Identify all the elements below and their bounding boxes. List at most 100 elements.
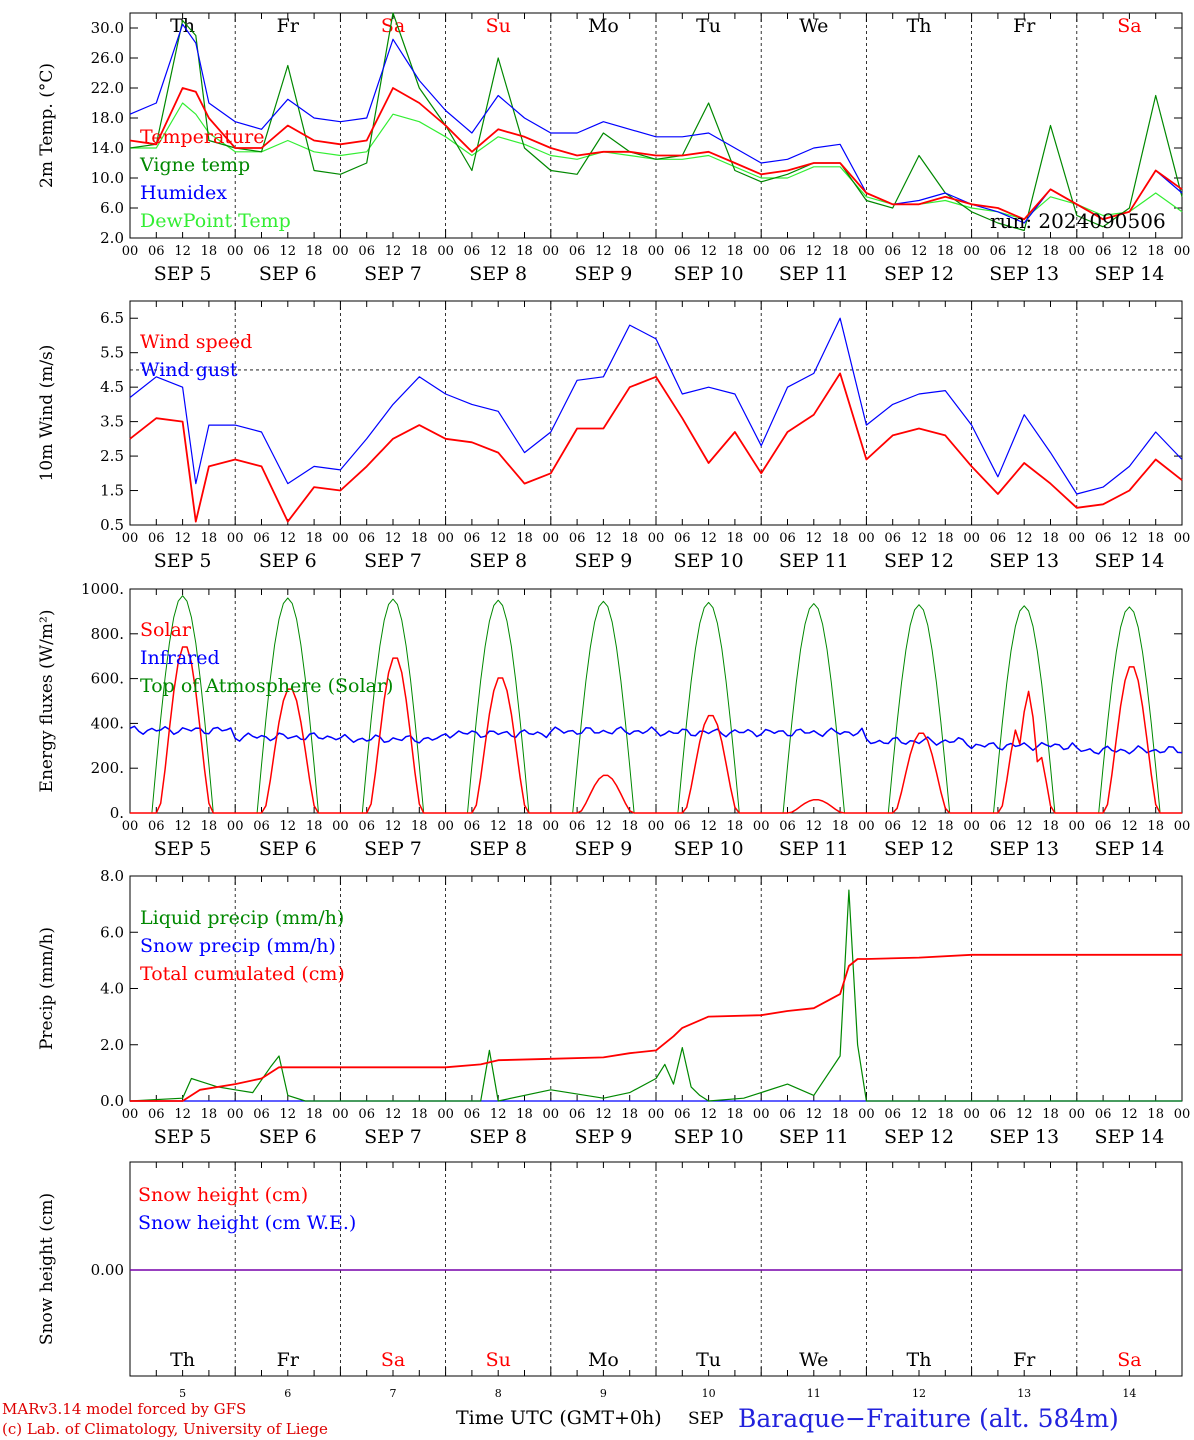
hour-tick-label: 12 — [174, 531, 191, 546]
hour-tick-label: 12 — [595, 1107, 612, 1122]
hour-tick-label: 00 — [1069, 244, 1086, 259]
series-line-infrared — [129, 725, 1183, 755]
hour-tick-label: 06 — [148, 244, 165, 259]
weekday-label: Su — [486, 15, 511, 37]
time-axis-label: Time UTC (GMT+0h) — [456, 1407, 662, 1429]
hour-tick-label: 00 — [963, 244, 980, 259]
hour-tick-label: 18 — [1042, 1107, 1059, 1122]
hour-tick-label: 12 — [806, 819, 823, 834]
weekday-label: Th — [170, 1349, 195, 1371]
hour-tick-label: 00 — [648, 1107, 665, 1122]
date-tick-label: SEP 9 — [574, 838, 632, 860]
hour-tick-label: 00 — [1174, 819, 1191, 834]
y-axis-label: 2m Temp. (°C) — [37, 63, 57, 188]
hour-tick-label: 06 — [569, 1107, 586, 1122]
weekday-label: Mo — [588, 15, 619, 37]
weekday-label: Th — [907, 1349, 932, 1371]
snow-height-panel: Th Fr Sa Su Mo Tu We Th Fr Sa 0.00 Snow height (cm)… — [37, 1161, 1183, 1400]
hour-tick-label: 12 — [1121, 244, 1138, 259]
weekday-label: Su — [486, 1349, 511, 1371]
temperature-panel: 00 06 12 18 00 06 12 18 00 06 12 18 00 06 12 18 00 06 12 18… — [37, 12, 1191, 285]
date-tick-label: SEP 6 — [259, 263, 317, 285]
date-tick-label: SEP 11 — [779, 1126, 849, 1148]
date-tick-label: SEP 12 — [884, 1126, 954, 1148]
hour-tick-label: 18 — [832, 819, 849, 834]
y-tick-label: 0.00 — [91, 1261, 124, 1279]
y-tick-label: 200. — [91, 759, 124, 777]
hour-tick-label: 12 — [595, 819, 612, 834]
y-tick-label: 2.5 — [100, 447, 124, 465]
hour-tick-label: 18 — [727, 819, 744, 834]
hour-tick-label: 00 — [543, 819, 560, 834]
legend-entry: Snow height (cm W.E.) — [138, 1212, 356, 1234]
hour-tick-label: 00 — [122, 1107, 139, 1122]
series-line-gust — [129, 317, 1183, 495]
weekday-label: Tu — [696, 1349, 721, 1371]
y-tick-label: 5.5 — [100, 344, 124, 362]
hour-tick-label: 18 — [411, 819, 428, 834]
hour-tick-label: 00 — [122, 819, 139, 834]
hour-tick-label: 06 — [464, 1107, 481, 1122]
date-tick-label: SEP 8 — [469, 550, 527, 572]
y-tick-label: 400. — [91, 714, 124, 732]
hour-tick-label: 12 — [911, 819, 928, 834]
hour-tick-label: 06 — [253, 244, 270, 259]
hour-tick-label: 00 — [227, 819, 244, 834]
hour-tick-label: 12 — [700, 1107, 717, 1122]
weekday-label: Fr — [277, 1349, 300, 1371]
hour-tick-label: 18 — [201, 531, 218, 546]
date-tick-label: SEP 5 — [154, 550, 212, 572]
weekday-label: We — [799, 15, 828, 37]
hour-tick-label: 06 — [884, 1107, 901, 1122]
hour-tick-label: 00 — [963, 531, 980, 546]
energy-flux-panel: 00 06 12 18 00 06 12 18 00 06 12 18 00 06 12 18 00 06 12 18… — [37, 580, 1190, 860]
weekday-label: Fr — [277, 15, 300, 37]
hour-tick-label: 00 — [1069, 1107, 1086, 1122]
hour-tick-label: 06 — [358, 1107, 375, 1122]
y-tick-label: 22.0 — [91, 79, 124, 97]
hour-tick-label: 00 — [1174, 531, 1191, 546]
hour-tick-label: 06 — [253, 531, 270, 546]
hour-tick-label: 12 — [174, 819, 191, 834]
station-name: Baraque−Fraiture (alt. 584m) — [738, 1404, 1119, 1433]
hour-tick-label: 06 — [358, 819, 375, 834]
date-tick-label: SEP 9 — [574, 263, 632, 285]
date-tick-label: SEP 12 — [884, 263, 954, 285]
date-tick-label: SEP 11 — [779, 550, 849, 572]
legend-entry: Liquid precip (mm/h) — [140, 907, 344, 929]
hour-tick-label: 12 — [595, 244, 612, 259]
hour-tick-label: 12 — [1016, 244, 1033, 259]
hour-tick-label: 18 — [727, 244, 744, 259]
hour-tick-label: 06 — [990, 1107, 1007, 1122]
hour-tick-label: 06 — [148, 531, 165, 546]
date-tick-label: SEP 12 — [884, 550, 954, 572]
date-tick-label: SEP 6 — [259, 1126, 317, 1148]
hour-tick-label: 18 — [516, 1107, 533, 1122]
hour-tick-label: 06 — [253, 1107, 270, 1122]
hour-tick-label: 18 — [621, 819, 638, 834]
day-number-label: 8 — [495, 1387, 502, 1400]
y-tick-label: 2.0 — [100, 1036, 124, 1054]
y-tick-label: 4.5 — [100, 378, 124, 396]
hour-tick-label: 06 — [674, 244, 691, 259]
hour-tick-label: 18 — [727, 1107, 744, 1122]
y-tick-label: 3.5 — [100, 413, 124, 431]
legend-entry: Wind gust — [140, 359, 238, 381]
hour-tick-label: 06 — [569, 819, 586, 834]
date-tick-label: SEP 5 — [154, 1126, 212, 1148]
y-tick-label: 2.0 — [100, 229, 124, 247]
hour-tick-label: 18 — [621, 1107, 638, 1122]
footer-credit-line: (c) Lab. of Climatology, University of L… — [2, 1420, 328, 1438]
hour-tick-label: 00 — [858, 1107, 875, 1122]
hour-tick-label: 12 — [174, 244, 191, 259]
day-number-label: 12 — [912, 1387, 926, 1400]
hour-tick-label: 06 — [884, 819, 901, 834]
date-tick-label: SEP 14 — [1094, 838, 1164, 860]
date-tick-label: SEP 14 — [1094, 1126, 1164, 1148]
date-tick-label: SEP 6 — [259, 838, 317, 860]
hour-tick-label: 06 — [990, 244, 1007, 259]
hour-tick-label: 12 — [1016, 531, 1033, 546]
y-tick-label: 30.0 — [91, 19, 124, 37]
date-tick-label: SEP 13 — [989, 550, 1059, 572]
hour-tick-label: 00 — [1174, 244, 1191, 259]
